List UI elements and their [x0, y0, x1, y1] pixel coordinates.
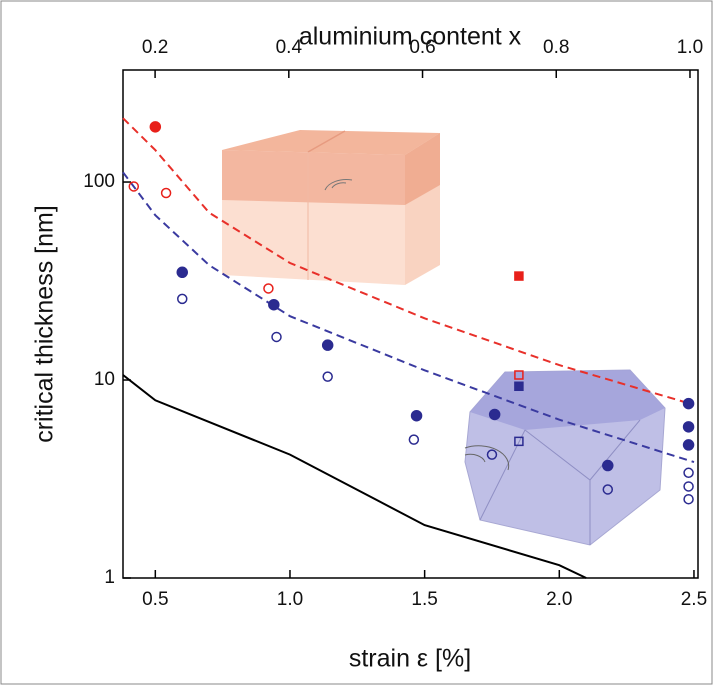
circle-marker [602, 459, 614, 472]
x-tick-label: 1.5 [411, 589, 437, 610]
circle-marker [263, 283, 274, 294]
square-marker [514, 436, 524, 447]
fit-curve [122, 117, 695, 406]
circle-marker [160, 187, 172, 199]
x2-tick-label: 0.6 [409, 37, 435, 58]
x2-tick-label: 0.8 [543, 37, 569, 58]
x2-tick-label: 0.2 [142, 37, 168, 58]
circle-marker [682, 421, 695, 433]
circle-marker [321, 339, 334, 351]
plot-frame [122, 69, 699, 579]
circle-marker [683, 467, 694, 479]
circle-marker [408, 434, 420, 445]
x2-tick-label: 1.0 [677, 37, 703, 58]
y-tick-label: 1 [104, 567, 115, 588]
x-axis-title: strain ε [%] [349, 645, 471, 673]
square-marker [514, 370, 524, 380]
circle-marker [268, 298, 280, 311]
square-marker [514, 381, 524, 392]
top-axis-title: aluminium content x [299, 23, 522, 51]
circle-marker [177, 293, 188, 305]
illustration-slab [222, 130, 440, 285]
circle-marker [683, 493, 694, 505]
circle-marker [488, 408, 501, 421]
circle-marker [176, 266, 189, 279]
x-tick-label: 1.0 [277, 589, 303, 610]
x-tick-label: 0.5 [142, 589, 168, 610]
circle-marker [322, 371, 333, 382]
circle-marker [602, 484, 614, 495]
circle-marker [486, 449, 498, 460]
y-axis-title: critical thickness [nm] [31, 205, 59, 443]
circle-marker [683, 481, 694, 492]
circle-marker [410, 409, 423, 422]
circle-marker [128, 181, 140, 192]
circle-marker [682, 439, 695, 451]
y-tick-label: 100 [83, 171, 115, 192]
circle-marker [149, 121, 162, 133]
fit-curve [122, 171, 695, 464]
x-tick-label: 2.0 [546, 589, 572, 610]
circle-marker [271, 331, 282, 343]
x-tick-label: 2.5 [681, 589, 707, 610]
limit-curve [122, 374, 587, 579]
y-tick-label: 10 [94, 369, 115, 390]
square-marker [514, 271, 524, 281]
circle-marker [682, 397, 695, 410]
x2-tick-label: 0.4 [276, 37, 303, 58]
